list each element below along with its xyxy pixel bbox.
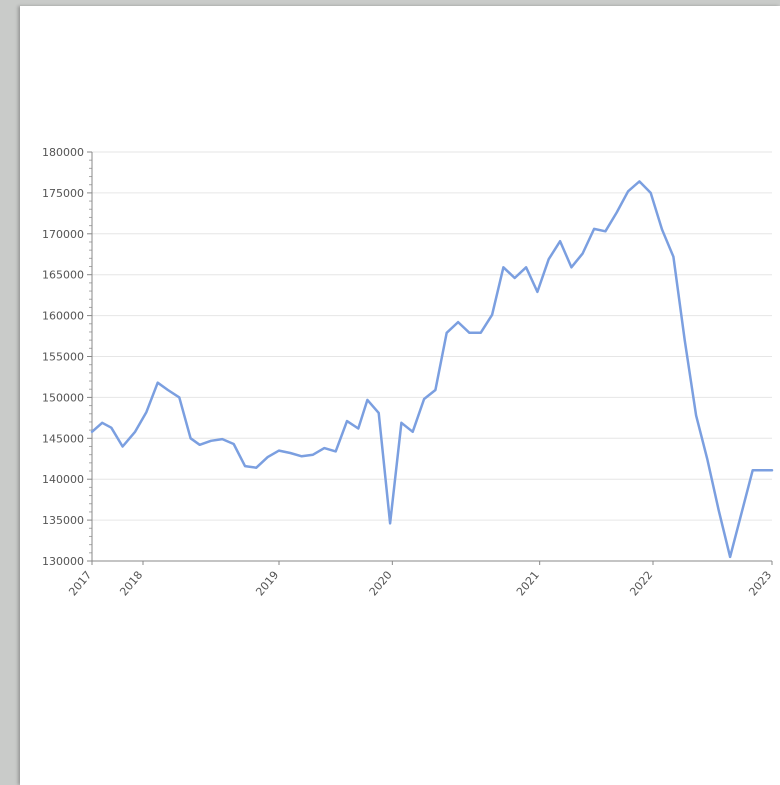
x-axis-tick-labels: 2017 2018 2019 2020 2021 2022 2023 <box>66 569 774 599</box>
x-tick-label: 2020 <box>367 569 395 599</box>
x-tick-label: 2021 <box>514 569 542 599</box>
y-axis-tick-labels: 130000 135000 140000 145000 150000 155000 1600… <box>42 146 84 568</box>
y-tick-label: 165000 <box>42 269 84 282</box>
x-tick-label: 2022 <box>627 569 655 599</box>
y-tick-label: 160000 <box>42 310 84 323</box>
line-chart: 130000 135000 140000 145000 150000 155000 1600… <box>42 146 774 599</box>
grid-lines <box>92 151 772 562</box>
y-tick-label: 155000 <box>42 351 84 364</box>
x-tick-label: 2019 <box>253 569 281 599</box>
series-line <box>90 180 774 559</box>
x-tick-label: 2017 <box>66 569 94 599</box>
y-tick-label: 130000 <box>42 555 84 568</box>
y-tick-label: 135000 <box>42 514 84 527</box>
y-tick-label: 170000 <box>42 228 84 241</box>
series-layer <box>90 180 774 559</box>
y-tick-label: 145000 <box>42 432 84 445</box>
y-tick-label: 180000 <box>42 146 84 159</box>
y-tick-label: 175000 <box>42 187 84 200</box>
axes <box>87 151 773 565</box>
x-tick-label: 2018 <box>117 569 145 599</box>
x-tick-label: 2023 <box>746 569 774 599</box>
y-tick-label: 150000 <box>42 391 84 404</box>
y-tick-label: 140000 <box>42 473 84 486</box>
chart-page: 130000 135000 140000 145000 150000 155000 1600… <box>20 6 780 785</box>
